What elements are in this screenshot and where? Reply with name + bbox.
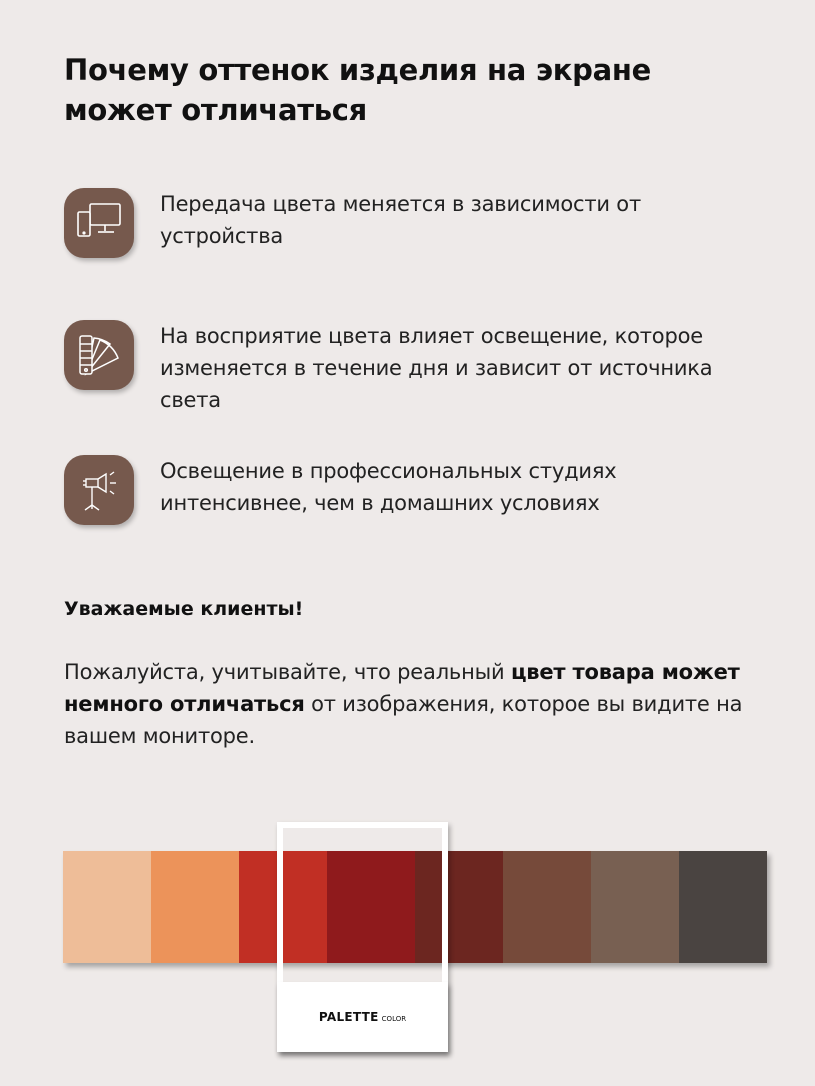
page-title: Почему оттенок изделия на экране может о… <box>64 53 651 127</box>
color-fan-icon <box>64 320 134 390</box>
palette-label: PALETTE <box>318 1010 379 1024</box>
color-swatch <box>239 851 327 963</box>
notice-part: Пожалуйста, учитывайте, что реальный <box>64 660 511 684</box>
color-swatch <box>679 851 767 963</box>
feature-item: На восприятие цвета влияет освещение, ко… <box>64 320 760 416</box>
color-swatch <box>327 851 415 963</box>
notice-text: Пожалуйста, учитывайте, что реальный цве… <box>64 656 784 752</box>
palette-card: PALETTE COLOR <box>277 982 448 1052</box>
color-swatch <box>151 851 239 963</box>
color-swatch <box>415 851 503 963</box>
feature-text: Освещение в профессиональных студиях инт… <box>160 459 617 515</box>
greeting: Уважаемые клиенты! <box>64 598 304 620</box>
color-palette-strip <box>63 851 767 963</box>
color-swatch <box>503 851 591 963</box>
notice-bold: цвет товара может немного отличаться <box>64 660 740 716</box>
notice-part: от изображения, которое вы видите на ваш… <box>64 692 743 748</box>
studio-light-icon <box>64 455 134 525</box>
feature-text: Передача цвета меняется в зависимости от… <box>160 192 641 248</box>
feature-item: Освещение в профессиональных студиях инт… <box>64 455 760 525</box>
devices-icon <box>64 188 134 258</box>
palette-card-frame <box>277 822 448 1052</box>
palette-sublabel: COLOR <box>381 1014 407 1023</box>
color-swatch <box>63 851 151 963</box>
color-swatch <box>591 851 679 963</box>
feature-text: На восприятие цвета влияет освещение, ко… <box>160 324 713 412</box>
feature-item: Передача цвета меняется в зависимости от… <box>64 188 760 258</box>
